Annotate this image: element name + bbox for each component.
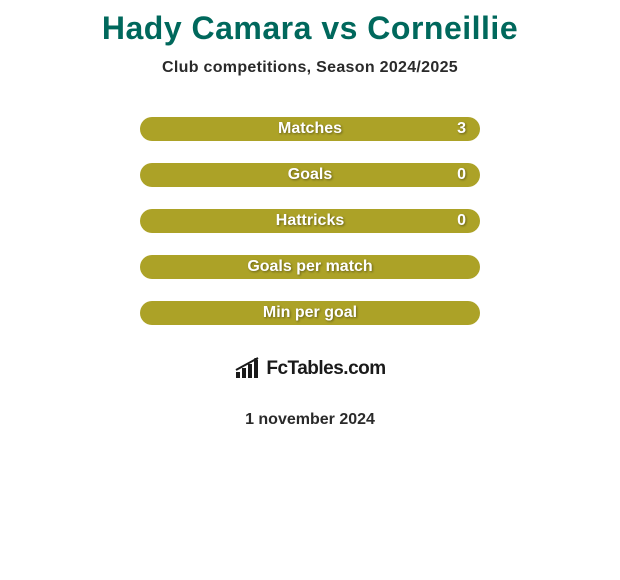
left-bubble <box>10 117 110 141</box>
stat-row-hattricks: Hattricks 0 <box>0 209 620 233</box>
bars-with-arrow-icon <box>234 358 262 380</box>
stat-row-goals-per-match: Goals per match <box>0 255 620 279</box>
stat-bar: Hattricks 0 <box>140 209 480 233</box>
stat-label: Hattricks <box>276 212 344 230</box>
logo-text: FcTables.com <box>266 358 385 380</box>
stat-row-min-per-goal: Min per goal <box>0 301 620 325</box>
stat-bar: Matches 3 <box>140 117 480 141</box>
stat-row-goals: Goals 0 <box>0 163 620 187</box>
logo-box: FcTables.com <box>201 347 419 391</box>
right-bubble <box>510 164 610 186</box>
stat-bar: Goals per match <box>140 255 480 279</box>
comparison-infographic: Hady Camara vs Corneillie Club competiti… <box>0 0 620 580</box>
stat-label: Matches <box>278 120 342 138</box>
stat-bar: Goals 0 <box>140 163 480 187</box>
page-title: Hady Camara vs Corneillie <box>0 0 620 47</box>
subtitle: Club competitions, Season 2024/2025 <box>0 59 620 77</box>
footer-date: 1 november 2024 <box>0 411 620 429</box>
stat-label: Min per goal <box>263 304 357 322</box>
stat-label: Goals per match <box>247 258 372 276</box>
stat-value: 0 <box>457 166 466 184</box>
stat-value: 3 <box>457 120 466 138</box>
stat-bar: Min per goal <box>140 301 480 325</box>
stat-label: Goals <box>288 166 332 184</box>
stat-value: 0 <box>457 212 466 230</box>
stats-area: Matches 3 Goals 0 Hattricks 0 Goals per … <box>0 117 620 325</box>
stat-row-matches: Matches 3 <box>0 117 620 141</box>
left-bubble <box>10 164 90 186</box>
right-bubble <box>510 117 610 141</box>
